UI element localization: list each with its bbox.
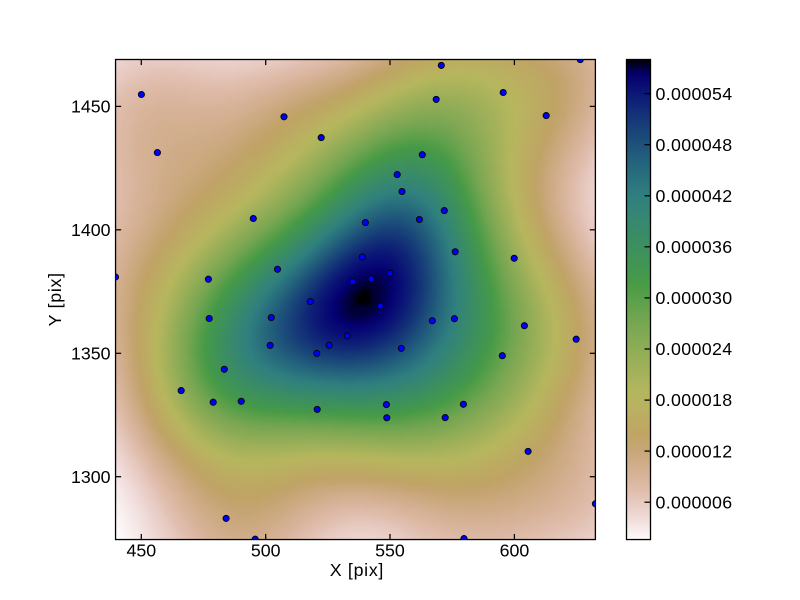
svg-text:1450: 1450 (71, 97, 111, 117)
svg-text:Y [pix]: Y [pix] (45, 272, 65, 326)
svg-text:1400: 1400 (71, 220, 111, 240)
svg-text:0.000012: 0.000012 (656, 441, 733, 461)
svg-text:0.000006: 0.000006 (656, 492, 733, 512)
svg-text:0.000030: 0.000030 (656, 288, 733, 308)
svg-text:0.000042: 0.000042 (656, 186, 733, 206)
svg-text:550: 550 (375, 541, 405, 561)
svg-text:600: 600 (500, 541, 530, 561)
svg-text:0.000018: 0.000018 (656, 390, 733, 410)
svg-text:500: 500 (251, 541, 281, 561)
svg-text:0.000036: 0.000036 (656, 237, 733, 257)
svg-text:1350: 1350 (71, 344, 111, 364)
svg-text:0.000054: 0.000054 (656, 84, 733, 104)
svg-text:1300: 1300 (71, 467, 111, 487)
svg-text:450: 450 (126, 541, 156, 561)
svg-text:0.000024: 0.000024 (656, 339, 733, 359)
svg-text:X [pix]: X [pix] (330, 560, 384, 580)
svg-text:0.000048: 0.000048 (656, 135, 733, 155)
